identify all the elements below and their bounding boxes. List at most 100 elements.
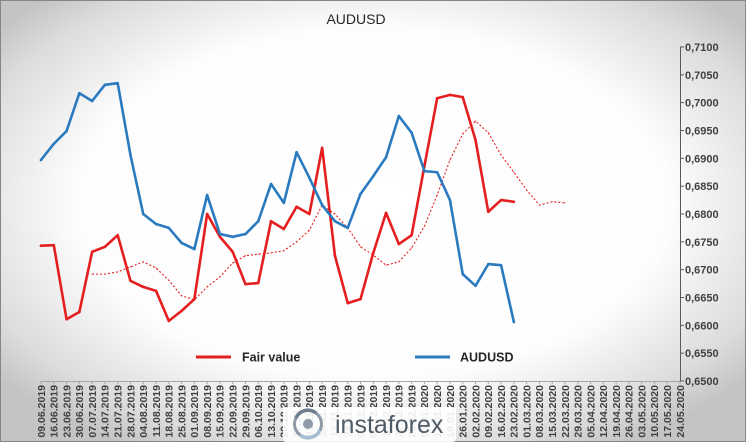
series-fair-value [39,93,516,323]
data-point-fair-value [435,96,439,100]
x-axis-label: 04.08.2019 [138,385,150,438]
data-point-dotted-2 [359,246,362,248]
chart-title: AUDUSD [326,11,385,27]
data-point-dotted-2 [385,264,387,266]
data-point-audusd [141,212,145,216]
data-point-audusd [359,192,362,196]
x-axis-label: 02.02.2020 [470,385,482,438]
data-point-fair-value [256,281,260,285]
data-point-fair-value [231,250,234,254]
x-axis-label: 30.06.2019 [74,385,86,438]
y-axis-label: 0,6550 [685,348,719,360]
x-axis-label: 01.03.2020 [521,385,533,438]
data-point-dotted-2 [564,202,566,204]
data-point-audusd [167,226,171,230]
x-axis-label: 16.06.2019 [49,385,61,438]
data-point-audusd [333,219,337,223]
data-point-audusd [269,182,273,186]
x-axis-label: 12.04.2020 [598,385,610,438]
data-point-fair-value [52,243,56,247]
data-point-fair-value [487,210,490,214]
x-axis-label: 28.07.2019 [125,385,137,438]
data-point-fair-value [269,219,273,223]
data-point-audusd [231,235,234,239]
watermark-backdrop [283,407,456,442]
data-point-audusd [65,129,68,133]
legend-item-fair-value: Fair value [196,351,300,365]
legend-label-fair-value: Fair value [242,351,300,365]
x-axis-label: 21.07.2019 [112,385,124,438]
data-point-dotted-2 [423,225,425,227]
x-axis-label: 26.01.2020 [458,385,470,438]
y-axis-label: 0,7050 [685,70,719,82]
data-point-audusd [435,170,439,174]
x-axis-label: 13.10.2019 [266,385,278,438]
x-axis-label: 22.03.2020 [560,385,572,438]
data-point-audusd [154,222,158,226]
data-point-fair-value [141,285,145,289]
data-point-audusd [205,193,209,197]
data-point-dotted-2 [462,133,464,135]
data-point-fair-value [371,251,375,255]
y-axis-label: 0,6950 [685,126,719,138]
y-axis-label: 0,6600 [685,320,719,332]
data-point-fair-value [218,235,222,239]
data-point-dotted-2 [117,271,119,273]
data-point-dotted-2 [411,247,413,249]
data-point-audusd [116,81,119,85]
legend-item-audusd: AUDUSD [415,351,513,365]
data-point-dotted-2 [296,241,298,243]
data-point-fair-value [320,146,324,150]
data-point-audusd [129,153,132,157]
data-point-fair-value [333,254,337,258]
data-point-audusd [346,226,350,230]
data-point-fair-value [39,244,43,248]
data-point-dotted-2 [155,267,157,269]
watermark: instaforex [283,407,456,442]
data-point-dotted-2 [474,120,477,122]
series-line-audusd [39,81,516,324]
data-point-audusd [103,83,107,87]
data-point-dotted-2 [219,276,221,278]
data-point-audusd [256,219,260,223]
data-point-fair-value [129,279,132,283]
series-dotted-2 [91,120,566,301]
data-point-audusd [448,198,452,202]
data-point-dotted-2 [449,159,451,161]
data-point-fair-value [346,301,350,305]
data-point-dotted-2 [257,253,259,255]
data-point-fair-value [474,138,477,142]
x-axis-label: 06.10.2019 [253,385,265,438]
x-axis-label: 23.06.2019 [61,385,73,438]
data-point-audusd [282,201,286,205]
data-point-dotted-2 [398,261,400,263]
data-point-fair-value [180,309,183,313]
data-point-fair-value [397,242,401,246]
data-point-audusd [244,232,247,236]
data-point-fair-value [499,198,503,202]
x-axis-label: 18.08.2019 [164,385,176,438]
data-point-fair-value [308,212,311,216]
x-axis-label: 23.02.2020 [509,385,521,438]
data-point-fair-value [410,233,413,237]
x-axis-label: 01.09.2019 [189,385,201,438]
data-point-dotted-2 [334,213,336,215]
data-point-audusd [320,203,324,207]
y-axis-label: 0,6700 [685,265,719,277]
x-axis-label: 22.09.2019 [228,385,240,438]
data-point-dotted-2 [551,201,553,203]
data-point-dotted-2 [206,286,208,288]
data-point-dotted-2 [129,266,132,268]
data-point-dotted-2 [91,273,93,275]
data-point-fair-value [167,319,171,323]
data-point-dotted-2 [168,279,170,281]
data-point-fair-value [512,200,516,204]
data-point-dotted-2 [538,204,540,206]
data-point-dotted-2 [244,255,247,257]
y-axis-label: 0,6800 [685,209,719,221]
y-axis-label: 0,7000 [685,98,719,110]
data-point-fair-value [78,310,81,314]
series-audusd [39,81,516,324]
